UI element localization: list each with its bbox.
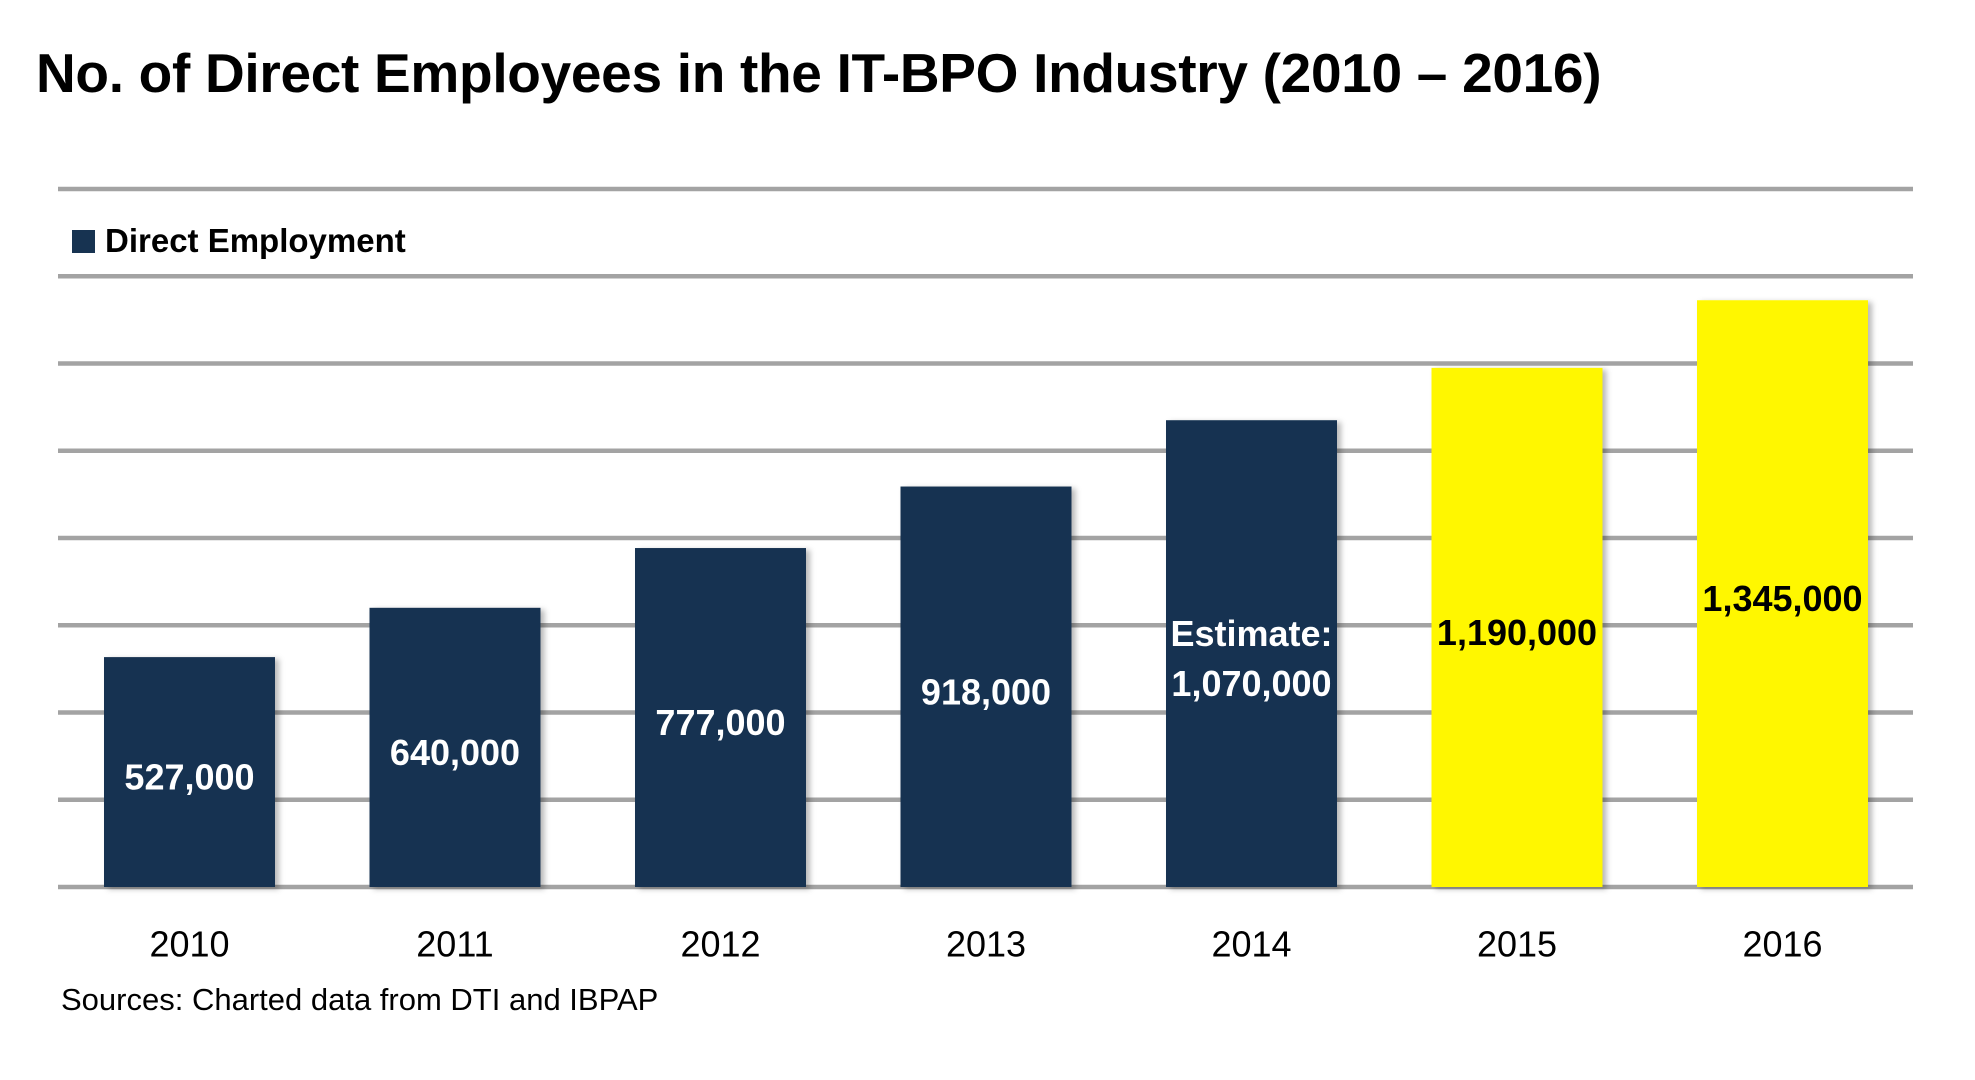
bar-2015 bbox=[1431, 367, 1603, 887]
legend: Direct Employment bbox=[72, 222, 406, 260]
legend-swatch-icon bbox=[72, 229, 95, 253]
x-tick-label-2014: 2014 bbox=[1211, 924, 1291, 965]
bars bbox=[104, 300, 1868, 887]
bar-2016 bbox=[1697, 300, 1868, 887]
sources-note: Sources: Charted data from DTI and IBPAP bbox=[61, 982, 659, 1017]
data-label-2016: 1,345,000 bbox=[1702, 578, 1862, 619]
data-label-2010: 527,000 bbox=[124, 757, 254, 798]
legend-label: Direct Employment bbox=[105, 222, 406, 259]
x-tick-label-2016: 2016 bbox=[1742, 924, 1822, 965]
x-axis-labels: 2010 2011 2012 2013 2014 2015 2016 bbox=[149, 924, 1822, 965]
chart-title: No. of Direct Employees in the IT-BPO In… bbox=[36, 42, 1602, 104]
x-tick-label-2015: 2015 bbox=[1477, 924, 1557, 965]
data-label-2014-line1: Estimate: bbox=[1170, 613, 1332, 654]
bar-2013 bbox=[900, 486, 1072, 887]
value-labels: 527,000 640,000 777,000 918,000 Estimate: 1,0… bbox=[124, 578, 1862, 797]
x-tick-label-2012: 2012 bbox=[680, 924, 760, 965]
x-tick-label-2013: 2013 bbox=[946, 924, 1026, 965]
data-label-2012: 777,000 bbox=[655, 702, 785, 743]
bar-2011 bbox=[369, 607, 541, 887]
data-label-2014-line2: 1,070,000 bbox=[1171, 663, 1331, 704]
x-tick-label-2011: 2011 bbox=[416, 924, 493, 965]
data-label-2013: 918,000 bbox=[921, 671, 1051, 712]
bar-2010 bbox=[104, 657, 275, 887]
x-tick-label-2010: 2010 bbox=[149, 924, 229, 965]
data-label-2011: 640,000 bbox=[390, 732, 520, 773]
bar-2012 bbox=[635, 548, 806, 887]
bar-2014 bbox=[1166, 420, 1337, 887]
data-label-2015: 1,190,000 bbox=[1437, 612, 1597, 653]
